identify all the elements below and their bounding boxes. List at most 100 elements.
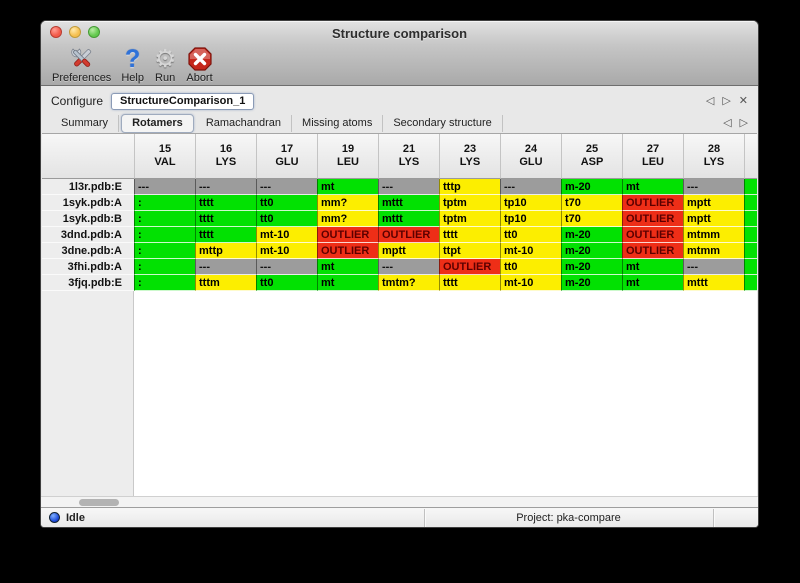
table-cell[interactable]: ---	[378, 259, 439, 275]
table-cell[interactable]: mptt	[378, 243, 439, 259]
table-cell[interactable]: tptm	[439, 195, 500, 211]
table-cell[interactable]: tt0	[256, 275, 317, 291]
column-header[interactable]: 16 LYS	[195, 134, 256, 179]
table-cell[interactable]: OUTLIER	[439, 259, 500, 275]
column-header[interactable]: 19 LEU	[317, 134, 378, 179]
table-cell[interactable]: :	[134, 243, 195, 259]
table-cell[interactable]: ---	[683, 179, 744, 195]
table-cell[interactable]: mptt	[683, 195, 744, 211]
prev-config-icon[interactable]: ◁	[705, 95, 715, 107]
table-cell[interactable]: mttt	[378, 195, 439, 211]
table-cell[interactable]: mt	[622, 275, 683, 291]
row-header[interactable]: 3dne.pdb:A	[42, 243, 134, 259]
table-cell[interactable]: m-20	[561, 227, 622, 243]
table-cell[interactable]: OUTLIER	[622, 211, 683, 227]
table-cell[interactable]: tp10	[500, 211, 561, 227]
table-cell-partial[interactable]	[744, 195, 757, 211]
table-cell[interactable]: mm?	[317, 195, 378, 211]
column-header[interactable]: 25 ASP	[561, 134, 622, 179]
row-header[interactable]: 3fhi.pdb:A	[42, 259, 134, 275]
table-cell[interactable]: OUTLIER	[622, 243, 683, 259]
table-cell[interactable]: tttt	[195, 195, 256, 211]
table-cell[interactable]: m-20	[561, 243, 622, 259]
table-cell[interactable]: tmtm?	[378, 275, 439, 291]
table-cell[interactable]: ---	[256, 259, 317, 275]
tab-summary[interactable]: Summary	[51, 114, 120, 132]
table-cell[interactable]: ---	[683, 259, 744, 275]
table-cell[interactable]: OUTLIER	[317, 243, 378, 259]
column-header[interactable]: 17 GLU	[256, 134, 317, 179]
table-cell[interactable]: mm?	[317, 211, 378, 227]
table-cell-partial[interactable]	[744, 243, 757, 259]
table-cell[interactable]: mtmm	[683, 243, 744, 259]
column-header[interactable]: 21 LYS	[378, 134, 439, 179]
row-header[interactable]: 1syk.pdb:B	[42, 211, 134, 227]
column-header[interactable]: 23 LYS	[439, 134, 500, 179]
table-cell[interactable]: OUTLIER	[317, 227, 378, 243]
row-header[interactable]: 1l3r.pdb:E	[42, 179, 134, 195]
table-cell[interactable]: m-20	[561, 259, 622, 275]
table-cell[interactable]: ---	[378, 179, 439, 195]
table-cell[interactable]: tttt	[439, 227, 500, 243]
table-cell[interactable]: :	[134, 275, 195, 291]
table-cell[interactable]: ---	[500, 179, 561, 195]
table-cell[interactable]: tttt	[195, 211, 256, 227]
help-button[interactable]: ? Help	[116, 45, 149, 84]
column-header[interactable]: 24 GLU	[500, 134, 561, 179]
table-cell[interactable]: ---	[195, 259, 256, 275]
tab-ramachandran[interactable]: Ramachandran	[196, 114, 293, 132]
prev-tab-icon[interactable]: ◁	[723, 117, 732, 129]
row-header[interactable]: 3fjq.pdb:E	[42, 275, 134, 291]
scrollbar-thumb[interactable]	[79, 499, 119, 506]
next-tab-icon[interactable]: ▷	[739, 117, 748, 129]
column-header[interactable]: 27 LEU	[622, 134, 683, 179]
row-header[interactable]: 1syk.pdb:A	[42, 195, 134, 211]
table-cell[interactable]: mt	[317, 259, 378, 275]
table-cell[interactable]: ---	[134, 179, 195, 195]
table-cell[interactable]: mt	[317, 179, 378, 195]
configure-name-field[interactable]: StructureComparison_1	[111, 92, 255, 110]
table-cell[interactable]: :	[134, 211, 195, 227]
table-cell[interactable]: :	[134, 227, 195, 243]
table-cell[interactable]: tp10	[500, 195, 561, 211]
table-cell-partial[interactable]	[744, 211, 757, 227]
table-cell[interactable]: mt	[622, 259, 683, 275]
table-cell[interactable]: OUTLIER	[378, 227, 439, 243]
table-cell[interactable]: t70	[561, 195, 622, 211]
table-cell[interactable]: OUTLIER	[622, 227, 683, 243]
next-config-icon[interactable]: ▷	[722, 95, 731, 107]
table-cell[interactable]: mt-10	[500, 275, 561, 291]
table-cell[interactable]: tttt	[439, 275, 500, 291]
table-cell[interactable]: mt-10	[256, 227, 317, 243]
table-cell[interactable]: mt-10	[500, 243, 561, 259]
table-cell[interactable]: mt-10	[256, 243, 317, 259]
table-cell[interactable]: tt0	[500, 259, 561, 275]
table-cell[interactable]: mttt	[378, 211, 439, 227]
table-cell-partial[interactable]	[744, 275, 757, 291]
table-cell[interactable]: tttp	[439, 179, 500, 195]
table-cell[interactable]: tttt	[195, 227, 256, 243]
table-cell[interactable]: tt0	[256, 211, 317, 227]
table-cell[interactable]: mtmm	[683, 227, 744, 243]
table-cell-partial[interactable]	[744, 227, 757, 243]
table-cell[interactable]: ---	[195, 179, 256, 195]
close-config-icon[interactable]: ✕	[738, 95, 748, 107]
zoom-window-button[interactable]	[88, 26, 100, 38]
minimize-window-button[interactable]	[69, 26, 81, 38]
tab-missing-atoms[interactable]: Missing atoms	[292, 114, 384, 132]
tab-secondary-structure[interactable]: Secondary structure	[383, 114, 503, 132]
table-cell-partial[interactable]	[744, 179, 757, 195]
close-window-button[interactable]	[50, 26, 62, 38]
table-cell[interactable]: mt	[317, 275, 378, 291]
column-header[interactable]: 28 LYS	[683, 134, 744, 179]
row-header[interactable]: 3dnd.pdb:A	[42, 227, 134, 243]
table-cell[interactable]: tt0	[256, 195, 317, 211]
table-cell[interactable]: m-20	[561, 275, 622, 291]
table-cell[interactable]: mttp	[195, 243, 256, 259]
abort-button[interactable]: Abort	[181, 45, 217, 84]
table-cell[interactable]: tt0	[500, 227, 561, 243]
horizontal-scrollbar[interactable]	[41, 496, 758, 507]
preferences-button[interactable]: Preferences	[47, 45, 116, 84]
table-cell[interactable]: mt	[622, 179, 683, 195]
run-button[interactable]: ⚙ Run	[149, 45, 181, 84]
